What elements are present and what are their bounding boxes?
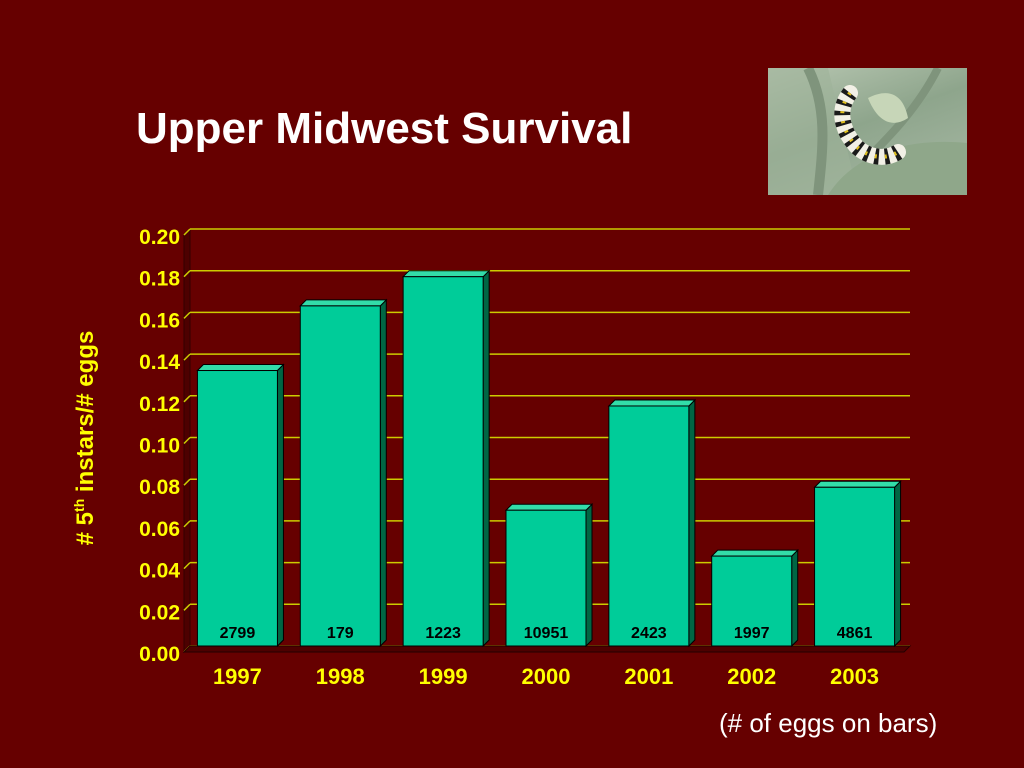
bar	[710, 548, 799, 648]
x-axis-ticks: 1997 1998 1999 2000 2001 2002 2003	[213, 664, 879, 689]
y-tick-label: 0.00	[139, 643, 180, 666]
y-tick-label: 0.18	[139, 268, 180, 291]
y-tick-label: 0.02	[139, 601, 180, 624]
bar-side	[379, 298, 387, 648]
bar-labels: 2799 179 1223 10951 2423 1997 4861	[220, 625, 873, 642]
caterpillar-photo	[768, 68, 967, 195]
bar-front	[505, 509, 587, 647]
bar-side	[276, 363, 284, 648]
bar-data-label: 1223	[425, 625, 461, 642]
y-tick-label: 0.04	[139, 560, 180, 583]
bar-side	[585, 503, 593, 648]
bar-side	[894, 480, 902, 648]
bar-data-label: 2799	[220, 625, 256, 642]
bar-data-label: 2423	[631, 625, 667, 642]
bar-front	[402, 276, 484, 647]
gridline-wall	[183, 353, 191, 361]
y-tick-label: 0.14	[139, 351, 180, 374]
bars	[196, 269, 902, 648]
bar-top	[607, 399, 697, 407]
x-tick-label: 1998	[316, 664, 365, 689]
bar-data-label: 10951	[524, 625, 569, 642]
bar-front	[196, 370, 278, 647]
gridline-wall	[183, 270, 191, 278]
y-tick-label: 0.20	[139, 226, 180, 249]
x-tick-label: 2003	[830, 664, 879, 689]
gridline-wall	[183, 603, 191, 611]
bar-top	[813, 480, 902, 488]
axis-floor	[182, 645, 912, 653]
bar-front	[814, 486, 896, 647]
y-tick-label: 0.10	[139, 435, 180, 458]
bar-front	[608, 405, 690, 647]
y-tick-label: 0.12	[139, 393, 180, 416]
bar-data-label: 179	[327, 625, 354, 642]
y-tick-label: 0.16	[139, 309, 180, 332]
y-axis-ticks: 0.00 0.02 0.04 0.06 0.08 0.10 0.12 0.14 0.16 0.18…	[139, 226, 180, 666]
page-title: Upper Midwest Survival	[136, 104, 633, 153]
bar-top	[299, 299, 388, 307]
bar	[504, 503, 594, 648]
bar-data-label: 4861	[837, 625, 873, 642]
x-tick-label: 2002	[727, 664, 776, 689]
bar-side	[791, 548, 799, 648]
bar	[299, 298, 388, 648]
bar-top	[196, 364, 285, 372]
gridline-wall	[183, 478, 191, 486]
gridline-wall	[183, 520, 191, 528]
x-tick-label: 1999	[419, 664, 468, 689]
bar-front	[711, 555, 793, 647]
bar-front	[299, 305, 381, 647]
caterpillar-icon	[834, 85, 906, 165]
y-tick-label: 0.06	[139, 518, 180, 541]
eggs-note: (# of eggs on bars)	[719, 708, 938, 738]
bar	[813, 480, 902, 648]
bar-data-label: 1997	[734, 625, 770, 642]
bar-top	[504, 503, 594, 511]
y-tick-label: 0.08	[139, 476, 180, 499]
x-tick-label: 1997	[213, 664, 262, 689]
bar	[401, 269, 491, 648]
gridline-wall	[183, 228, 191, 236]
bar	[196, 363, 285, 648]
bar-top	[401, 270, 491, 278]
bar-side	[688, 398, 696, 648]
caterpillar-image	[768, 68, 967, 195]
gridline-wall	[183, 311, 191, 319]
y-axis-label: # 5th instars/# eggs	[71, 330, 99, 546]
bar-top	[710, 549, 799, 557]
gridline-wall	[183, 395, 191, 403]
x-tick-label: 2000	[522, 664, 571, 689]
bar	[607, 398, 697, 648]
x-tick-label: 2001	[624, 664, 673, 689]
bar-side	[482, 269, 490, 648]
gridline-wall	[183, 562, 191, 570]
gridline-wall	[183, 436, 191, 445]
